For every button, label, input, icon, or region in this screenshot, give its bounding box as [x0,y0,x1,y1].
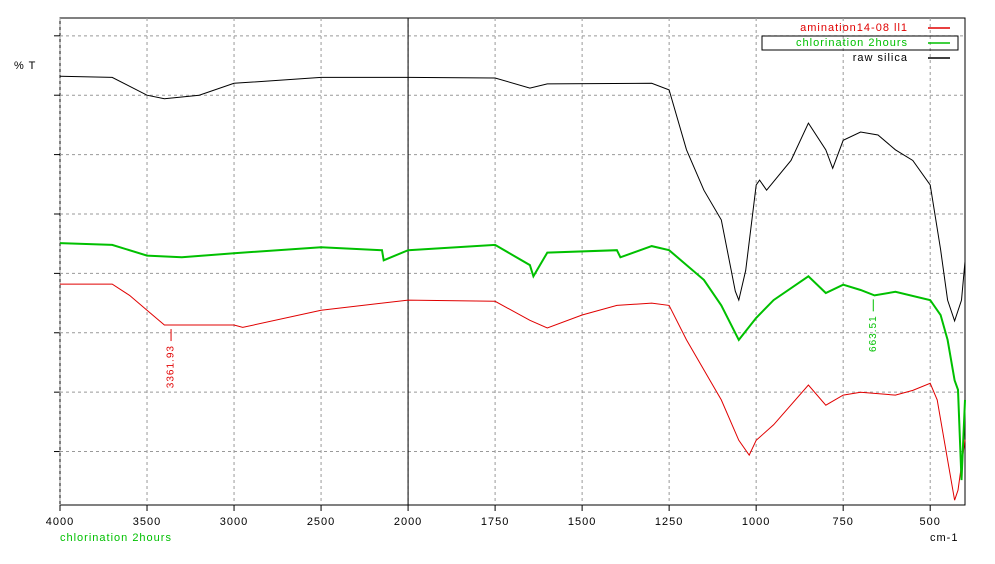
x-axis-label: cm-1 [930,532,958,544]
plot-frame [59,17,966,506]
x-tick-label: 2000 [394,516,422,528]
active-spectrum: chlorination 2hours [60,532,172,544]
x-tick-label: 4000 [46,516,74,528]
x-tick-label: 3500 [133,516,161,528]
x-tick-label: 500 [920,516,941,528]
y-axis-label: % T [14,60,36,72]
x-tick-label: 1750 [481,516,509,528]
legend-selection [761,35,959,51]
legend-label: raw silica [853,52,908,64]
peak-label: 3361.93 [166,345,177,388]
peak-label: 663.51 [868,315,879,352]
spectrum-line [60,283,966,501]
x-tick-label: 3000 [220,516,248,528]
legend-label: amination14-08 ll1 [800,22,908,34]
x-tick-label: 1250 [655,516,683,528]
x-tick-label: 750 [832,516,853,528]
x-tick-label: 1000 [742,516,770,528]
legend-label: chlorination 2hours [796,37,908,49]
spectrum-line [59,242,966,481]
x-tick-label: 1500 [568,516,596,528]
x-tick-label: 2500 [307,516,335,528]
spectrum-line [59,75,966,323]
